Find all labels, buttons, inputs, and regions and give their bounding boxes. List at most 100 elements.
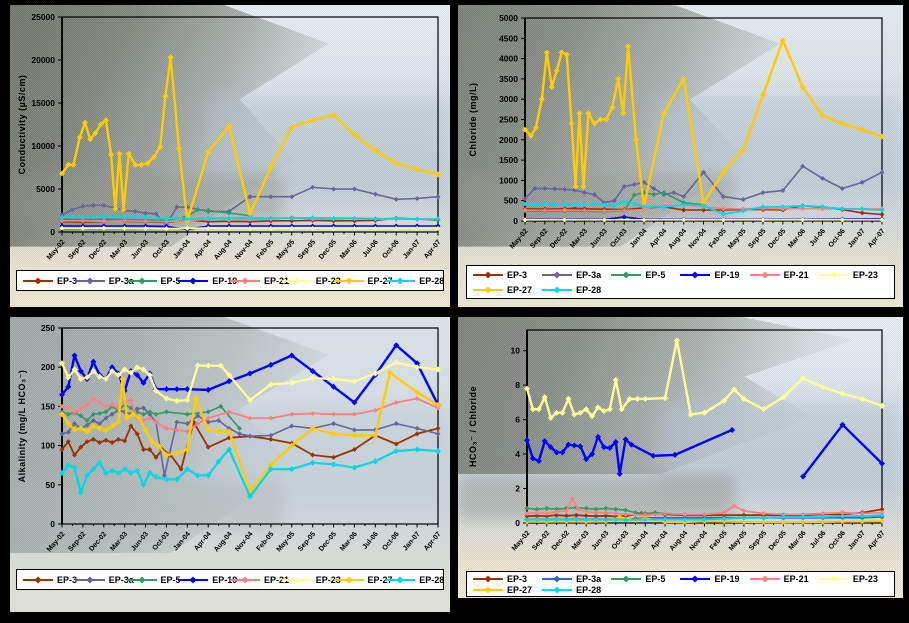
marker-EP-27 [59, 170, 65, 177]
marker-EP-21 [522, 207, 528, 213]
marker-EP-3 [153, 454, 159, 460]
marker-EP-19 [71, 352, 78, 359]
legend-swatch-EP-5 [126, 276, 157, 285]
marker-EP-27 [167, 54, 174, 61]
marker-EP-28 [859, 513, 865, 519]
marker-EP-28 [226, 446, 233, 453]
marker-EP-27 [414, 389, 421, 396]
chloride-chart: 0 500 1000 1500 2000 2500 3000 3500 4000 4500 5000… [468, 13, 887, 250]
marker-EP-3a [247, 194, 253, 200]
plot-frame [526, 329, 883, 524]
legend-item-EP-3: EP-3 [473, 574, 542, 584]
marker-EP-5 [237, 425, 243, 431]
legend-swatch-EP-27 [473, 285, 503, 294]
marker-EP-23 [800, 375, 807, 382]
marker-EP-21 [435, 405, 441, 411]
marker-EP-27 [108, 151, 115, 158]
marker-EP-3a [331, 421, 337, 427]
marker-EP-23 [122, 225, 128, 231]
marker-EP-21 [840, 510, 846, 516]
marker-EP-5 [103, 409, 109, 415]
marker-EP-27 [563, 51, 570, 58]
marker-EP-28 [583, 517, 589, 523]
marker-EP-27 [435, 401, 441, 408]
marker-EP-28 [143, 214, 149, 220]
series-EP-3a [59, 405, 441, 478]
marker-EP-5 [554, 506, 560, 512]
marker-EP-3a [247, 433, 253, 439]
marker-EP-23 [330, 375, 337, 382]
x-tick-label: Jun-03 [591, 530, 611, 552]
marker-EP-27 [90, 423, 97, 429]
marker-EP-21 [623, 511, 629, 517]
marker-EP-19 [879, 460, 885, 467]
y-tick-label: 0 [50, 519, 55, 529]
legend-item-EP-23: EP-23 [818, 573, 888, 584]
marker-EP-23 [535, 406, 542, 413]
legend-item-EP-21: EP-21 [230, 276, 289, 286]
marker-EP-28 [205, 472, 212, 479]
marker-EP-23 [393, 225, 399, 231]
marker-EP-21 [563, 508, 569, 514]
legend-item-EP-5: EP-5 [126, 575, 181, 585]
marker-EP-3a [351, 186, 357, 192]
x-tick-label: Apr-07 [423, 239, 443, 261]
legend-label-EP-19: EP-19 [714, 269, 740, 280]
marker-EP-3 [681, 207, 687, 213]
marker-EP-23 [553, 409, 560, 416]
legend-swatch-EP-28 [542, 285, 573, 294]
marker-EP-23 [127, 369, 134, 376]
legend-label-EP-3a: EP-3a [576, 573, 602, 584]
marker-EP-27 [548, 84, 555, 91]
legend-item-EP-5: EP-5 [126, 276, 181, 286]
marker-EP-3a [372, 191, 378, 197]
marker-EP-28 [84, 472, 91, 479]
marker-EP-27 [123, 415, 130, 422]
legend-item-EP-23: EP-23 [281, 575, 341, 585]
y-axis-title: Chloride (mg/L) [468, 83, 478, 157]
marker-EP-28 [65, 462, 72, 469]
marker-EP-28 [522, 201, 528, 207]
legend-swatch-EP-21 [230, 276, 260, 285]
series-EP-28 [522, 199, 885, 217]
marker-EP-23 [541, 394, 548, 401]
marker-EP-5 [205, 409, 211, 415]
marker-EP-3 [128, 423, 134, 429]
marker-EP-21 [147, 415, 153, 421]
x-tick-label: Sep-05 [747, 228, 767, 250]
marker-EP-19 [547, 444, 554, 451]
marker-EP-3 [90, 436, 96, 442]
marker-EP-28 [111, 214, 117, 220]
marker-EP-27 [132, 161, 139, 168]
conductivity-legend: EP-3 EP-3a EP-5 EP-19 EP-21 EP-23 EP-27 EP-28 [16, 270, 444, 291]
marker-EP-27 [820, 519, 826, 525]
marker-EP-21 [372, 407, 378, 413]
x-tick-label: Mar-03 [109, 531, 129, 553]
x-tick-label: Jan-04 [630, 530, 650, 552]
marker-EP-19 [589, 451, 596, 458]
legend-swatch-EP-21 [749, 574, 780, 583]
marker-EP-28 [623, 517, 629, 523]
marker-EP-27 [859, 126, 866, 133]
chart-panel-chloride: 0 500 1000 1500 2000 2500 3000 3500 4000 4500 5000… [458, 5, 903, 307]
marker-EP-27 [309, 425, 316, 432]
marker-EP-28 [780, 204, 786, 210]
y-tick-label: 50 [46, 480, 56, 490]
y-axis-title: HCO₃⁻ / Chloride [468, 386, 478, 467]
marker-EP-23 [90, 368, 97, 375]
series-line-EP-23 [60, 361, 440, 403]
marker-EP-3a [780, 188, 786, 194]
marker-EP-28 [102, 470, 109, 477]
x-tick-label: Aug-04 [669, 530, 690, 553]
marker-EP-3a [859, 179, 865, 185]
marker-EP-23 [331, 225, 337, 231]
marker-EP-27 [879, 133, 885, 140]
chart-panel-alkalinity: 0 50 100 150 200 250 May-02 Sep-02 Dec-02 Mar-03 J… [10, 317, 450, 612]
marker-EP-23 [288, 379, 295, 386]
marker-EP-28 [534, 517, 540, 523]
marker-EP-28 [331, 215, 337, 221]
marker-EP-3a [90, 418, 96, 424]
legend-label-EP-23: EP-23 [852, 573, 878, 584]
y-tick-label: 3000 [499, 94, 518, 104]
